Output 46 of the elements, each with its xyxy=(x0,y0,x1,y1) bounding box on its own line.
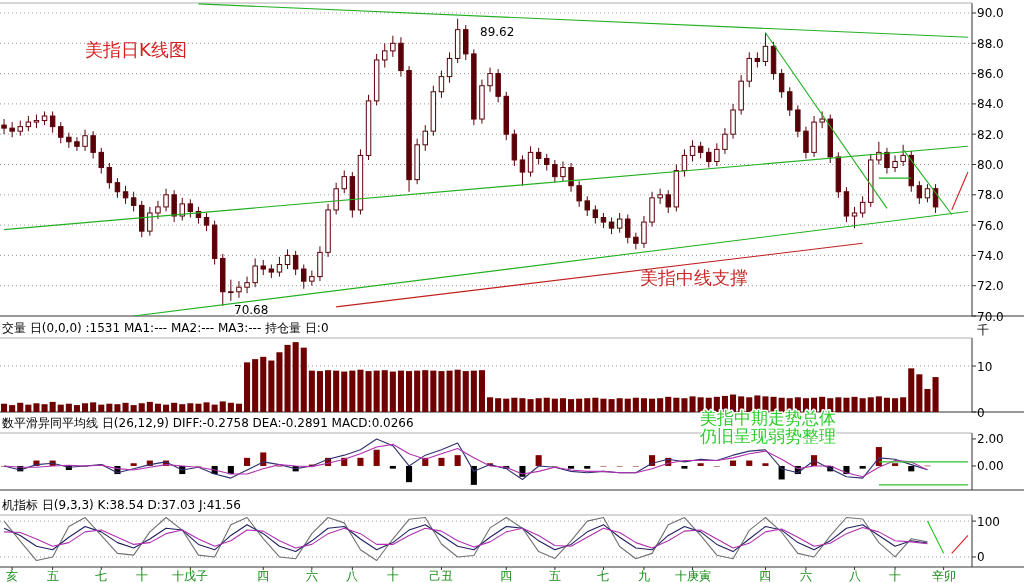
y-tick-label: 0 xyxy=(977,550,985,565)
y-tick-label: 80.0 xyxy=(977,158,1004,172)
x-tick-label: 八 xyxy=(346,569,359,583)
y-tick-label: 0 xyxy=(977,405,985,420)
y-tick-label: 90.0 xyxy=(977,6,1004,21)
x-tick-label: 四 xyxy=(759,569,772,583)
y-tick-label: 70.0 xyxy=(977,309,1004,324)
x-tick-label: 辛卯 xyxy=(931,569,956,583)
x-tick-label: 四 xyxy=(500,569,513,583)
y-tick-label: 0.00 xyxy=(977,459,1004,474)
x-tick-label: 己丑 xyxy=(429,569,454,583)
x-tick-label: 十庚寅 xyxy=(674,569,711,583)
annotation: 美指中线支撑 xyxy=(640,267,748,288)
annotation: 70.68 xyxy=(234,303,269,317)
annotation: 89.62 xyxy=(480,25,515,39)
y-tick-label: 74.0 xyxy=(977,248,1004,263)
x-tick-label: 十 xyxy=(135,569,148,583)
annotation: 美指中期走势总体仍旧呈现弱势整理 xyxy=(699,408,836,446)
x-tick-label: 十戊子 xyxy=(172,569,209,583)
y-tick-label: 82.0 xyxy=(977,127,1004,142)
x-tick-label: 九 xyxy=(637,569,650,583)
x-tick-label: 五 xyxy=(548,569,561,583)
y-tick-label: 76.0 xyxy=(977,218,1004,233)
x-tick-label: 四 xyxy=(257,569,270,583)
x-tick-label: 十 xyxy=(889,569,902,583)
y-tick-label: 86.0 xyxy=(977,67,1004,82)
x-tick-label: 七 xyxy=(95,569,108,583)
chart-title: 数平滑异同平均线 日(26,12,9) DIFF:-0.2758 DEA:-0.2891 MACD:0.0266 xyxy=(2,416,414,430)
y-tick-label: 88.0 xyxy=(977,36,1004,51)
x-tick-label: 六 xyxy=(799,569,812,583)
y-tick-label: 10 xyxy=(977,359,993,374)
y-axis-title: 千 xyxy=(977,323,989,337)
y-tick-label: 2.00 xyxy=(977,432,1004,447)
x-tick-label: 亥 xyxy=(6,569,19,583)
x-tick-label: 七 xyxy=(597,569,610,583)
chart-title: 机指标 日(9,3,3) K:38.54 D:37.03 J:41.56 xyxy=(2,498,241,512)
chart-title: 交量 日(0,0,0) :1531 MA1:--- MA2:--- MA3:--- 持仓量 日:0 xyxy=(2,321,329,335)
y-tick-label: 78.0 xyxy=(977,188,1004,203)
x-tick-label: 五 xyxy=(46,569,59,583)
y-tick-label: 100 xyxy=(977,514,1000,529)
y-tick-label: 72.0 xyxy=(977,279,1004,294)
y-tick-label: 84.0 xyxy=(977,97,1004,112)
x-tick-label: 六 xyxy=(305,569,318,583)
text: 美指日K线图 xyxy=(85,39,187,60)
x-tick-label: 八 xyxy=(848,569,861,583)
x-tick-label: 十 xyxy=(386,569,399,583)
